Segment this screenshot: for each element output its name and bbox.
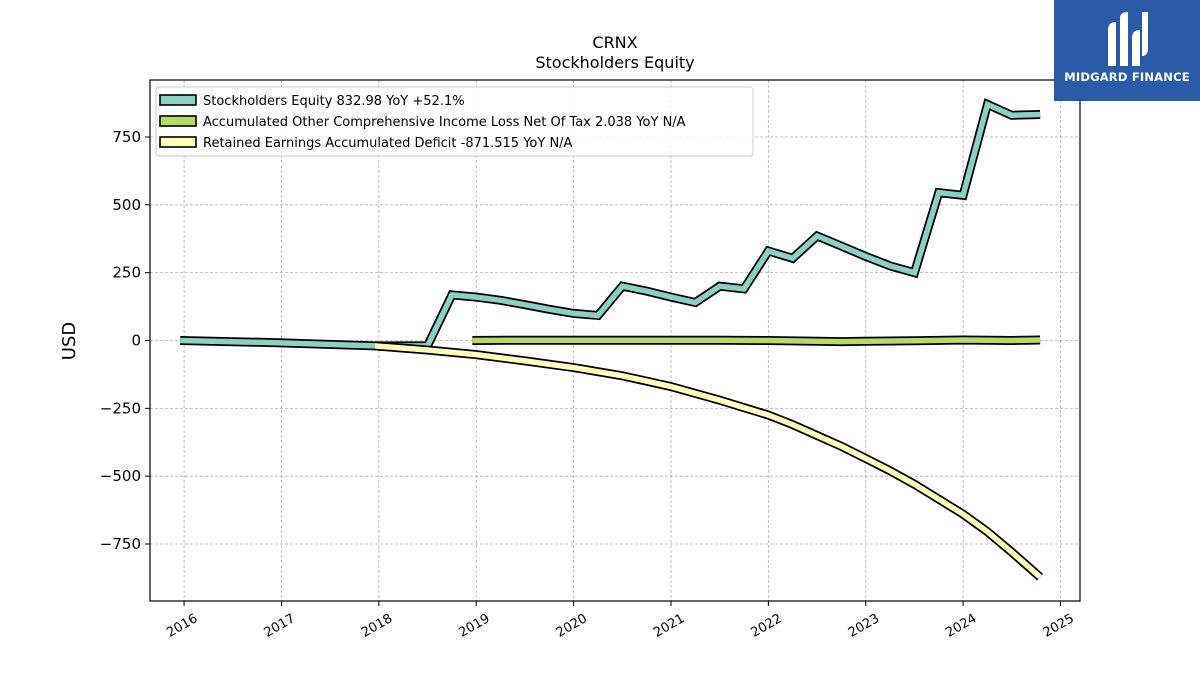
series-3: [374, 341, 1044, 581]
y-tick-label: 0: [131, 332, 141, 350]
x-tick-label: 2023: [846, 611, 882, 641]
x-tick-label: 2024: [943, 611, 979, 641]
legend-label: Stockholders Equity 832.98 YoY +52.1%: [203, 94, 465, 109]
brand-name: MIDGARD FINANCE: [1064, 70, 1190, 84]
series-line: [374, 343, 1042, 580]
x-tick-label: 2016: [164, 611, 200, 641]
legend-box: [155, 86, 754, 157]
legend-swatch: [159, 136, 197, 148]
y-tick-label: 750: [112, 128, 141, 146]
brand-mark-icon: [1108, 12, 1148, 66]
x-tick-label: 2020: [554, 611, 590, 641]
legend-swatch: [159, 94, 197, 106]
series-line: [180, 100, 1041, 349]
series-line-outline: [374, 341, 1044, 581]
chart-subtitle: Stockholders Equity: [535, 53, 694, 72]
legend: Stockholders Equity 832.98 YoY +52.1% Acc…: [155, 86, 754, 157]
y-tick-label: −250: [100, 399, 141, 417]
series-1: [180, 98, 1041, 351]
y-tick-label: −500: [100, 467, 141, 485]
x-tick-label: 2017: [262, 611, 298, 641]
x-tick-label: 2019: [456, 611, 492, 641]
series-line: [472, 337, 1041, 345]
x-tick-label: 2025: [1041, 611, 1077, 641]
y-tick-label: 250: [112, 264, 141, 282]
legend-swatch: [159, 115, 197, 127]
x-tick-label: 2018: [359, 611, 395, 641]
series-lines: [180, 98, 1044, 581]
y-tick-label: 500: [112, 196, 141, 214]
legend-label: Accumulated Other Comprehensive Income L…: [203, 115, 686, 130]
legend-label: Retained Earnings Accumulated Deficit -8…: [203, 136, 573, 151]
chart-title: CRNX: [592, 33, 637, 52]
x-tick-label: 2021: [651, 611, 687, 641]
series-2: [472, 335, 1041, 347]
axis-ticks: 750 500 250 0 −250 −500 −750 2016 2017 2018 2019 20…: [100, 128, 1077, 641]
brand-logo: MIDGARD FINANCE: [1054, 0, 1200, 101]
y-tick-label: −750: [100, 535, 141, 553]
y-axis-label: USD: [59, 322, 80, 360]
x-tick-label: 2022: [749, 611, 785, 641]
